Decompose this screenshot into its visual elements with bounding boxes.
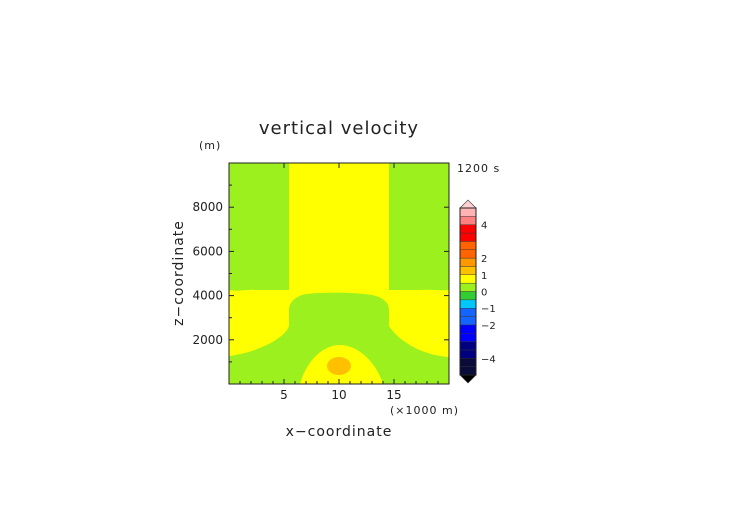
colorbar-tick-label: 0 bbox=[481, 288, 487, 299]
x-tick-label: 5 bbox=[280, 388, 288, 402]
colorbar-band bbox=[459, 282, 477, 292]
colorbar-band bbox=[459, 241, 477, 250]
y-axis: 2000 4000 6000 8000 bbox=[192, 184, 449, 363]
y-tick-label: 2000 bbox=[192, 333, 223, 347]
colorbar: −4 −2 −1 0 1 2 4 bbox=[459, 199, 496, 384]
colorbar-band bbox=[459, 349, 477, 359]
y-tick-label: 4000 bbox=[192, 289, 223, 303]
colorbar-band bbox=[459, 358, 477, 367]
y-tick-label: 8000 bbox=[192, 200, 223, 214]
colorbar-band bbox=[459, 333, 477, 342]
region-orange-core bbox=[327, 357, 351, 375]
colorbar-band bbox=[459, 224, 477, 234]
colorbar-band bbox=[459, 291, 477, 301]
colorbar-band bbox=[459, 299, 477, 309]
colorbar-band bbox=[459, 207, 477, 217]
colorbar-band bbox=[459, 257, 477, 267]
colorbar-tick-label: 4 bbox=[481, 221, 487, 232]
colorbar-band bbox=[459, 232, 477, 242]
colorbar-tick-label: 2 bbox=[481, 254, 487, 265]
colorbar-band bbox=[459, 316, 477, 326]
colorbar-tick-label: −2 bbox=[481, 321, 496, 332]
colorbar-under-arrow bbox=[459, 374, 477, 384]
y-tick-label: 6000 bbox=[192, 244, 223, 258]
y-unit-label: (m) bbox=[199, 139, 221, 152]
y-axis-label: z−coordinate bbox=[171, 220, 187, 326]
contour-field bbox=[229, 163, 449, 384]
colorbar-band bbox=[459, 308, 477, 317]
colorbar-tick-label: 1 bbox=[481, 271, 487, 282]
time-label: 1200 s bbox=[457, 162, 500, 175]
colorbar-band bbox=[459, 249, 477, 259]
colorbar-frame bbox=[459, 207, 477, 376]
colorbar-band bbox=[459, 366, 477, 376]
colorbar-band bbox=[459, 341, 477, 351]
colorbar-band bbox=[459, 324, 477, 334]
colorbar-band bbox=[459, 216, 477, 225]
colorbar-over-arrow bbox=[459, 199, 477, 209]
chart-title: vertical velocity bbox=[259, 118, 419, 139]
x-axis-label: x−coordinate bbox=[286, 424, 393, 440]
x-tick-label: 10 bbox=[331, 388, 346, 402]
colorbar-band bbox=[459, 274, 477, 284]
colorbar-band bbox=[459, 266, 477, 276]
x-unit-label: (×1000 m) bbox=[390, 404, 459, 417]
colorbar-tick-label: −4 bbox=[481, 354, 496, 365]
colorbar-tick-label: −1 bbox=[481, 304, 496, 315]
x-axis: 5 10 15 bbox=[239, 163, 439, 402]
region-yellow-lower bbox=[229, 163, 449, 357]
x-tick-label: 15 bbox=[386, 388, 401, 402]
